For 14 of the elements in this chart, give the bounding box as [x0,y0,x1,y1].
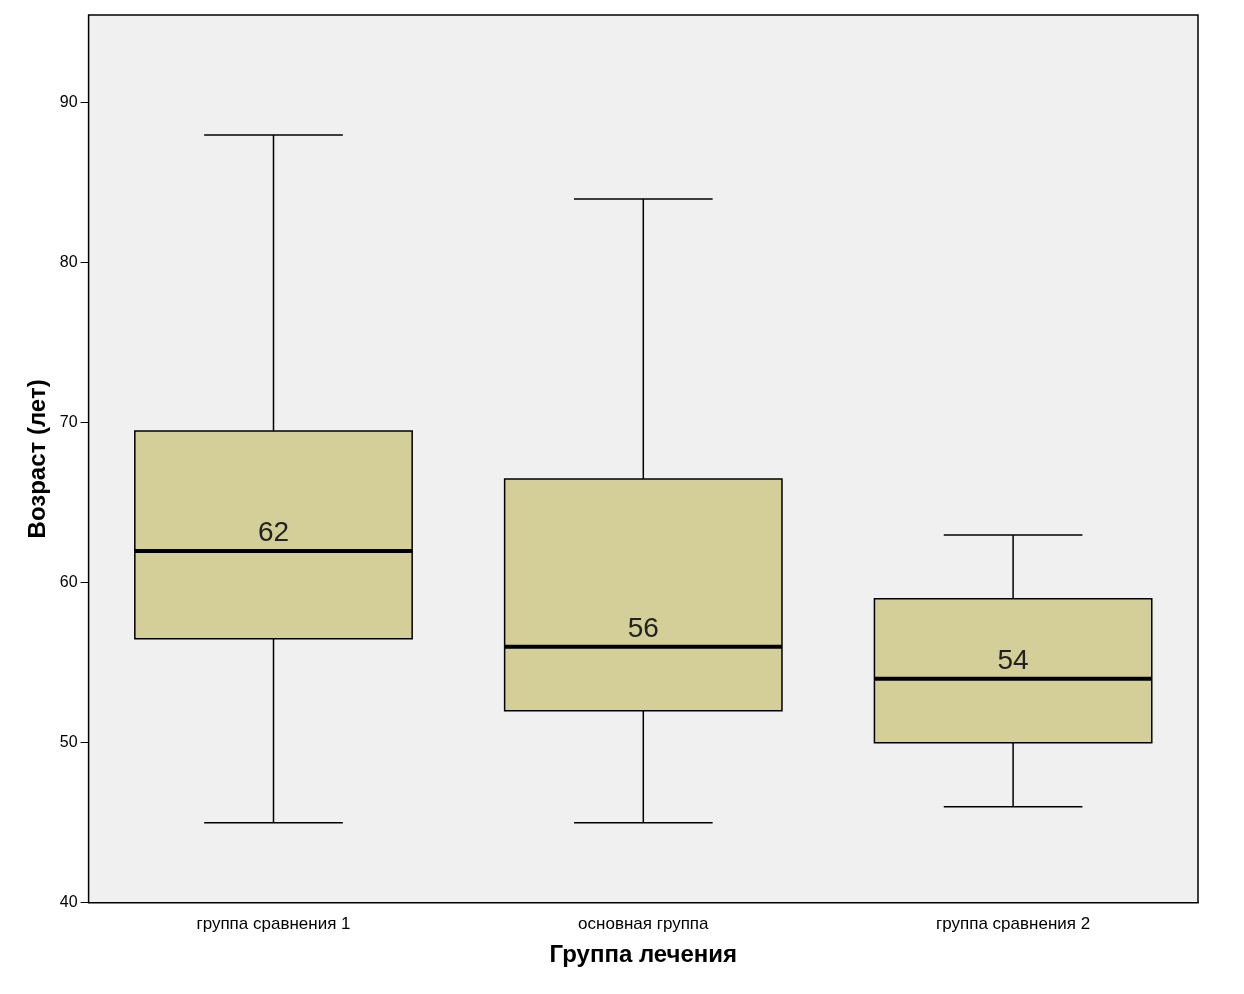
x-axis-title: Группа лечения [549,940,738,968]
y-axis-title: Возраст (лет) [23,379,51,539]
x-tick-label: группа сравнения 2 [936,913,1091,933]
text: 54 [997,643,1029,675]
text: 56 [627,611,659,643]
x-tick-label: группа сравнения 1 [196,913,351,933]
y-tick-label: 90 [59,93,78,111]
y-tick-label: 40 [59,893,78,911]
y-tick-label: 60 [59,573,78,591]
text: 62 [257,515,290,547]
y-tick-label: 80 [59,253,78,271]
x-tick-label: основная группа [578,913,710,933]
y-tick-label: 70 [59,413,78,431]
y-tick-label: 50 [59,733,78,751]
